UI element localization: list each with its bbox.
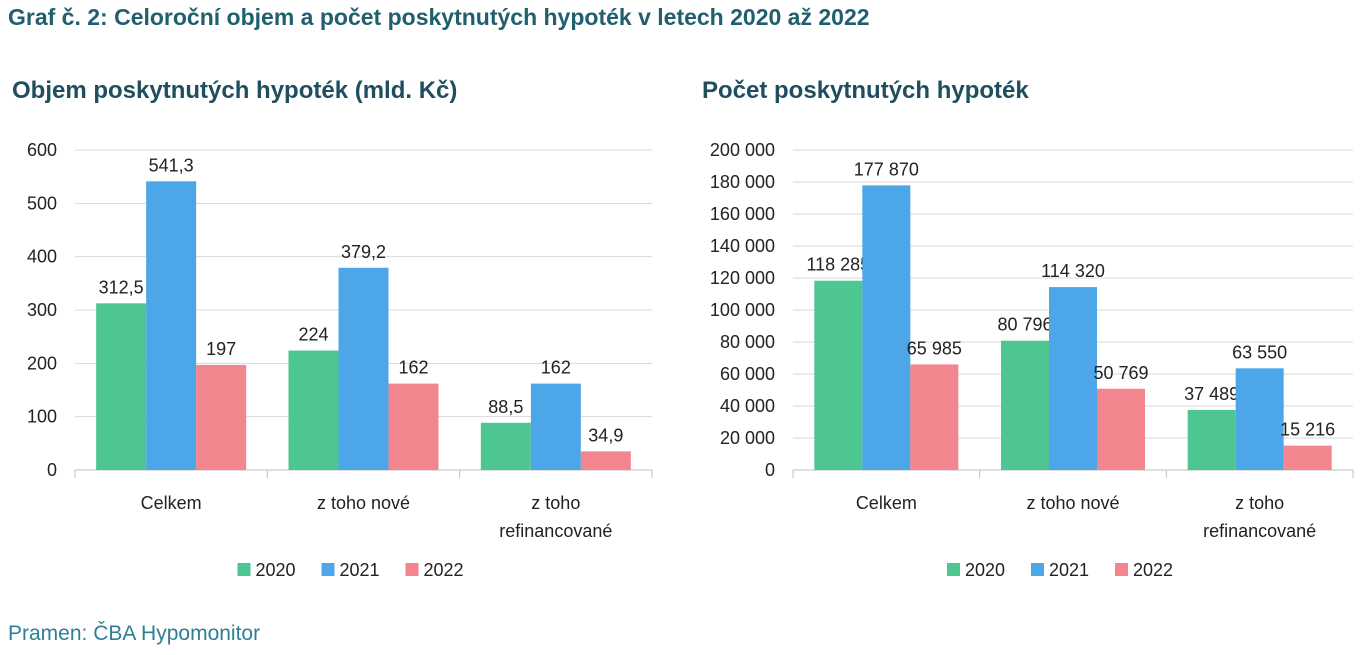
count-chart: Počet poskytnutých hypoték 0 20 000 40 000 6…: [690, 70, 1360, 600]
data-label: 15 216: [1280, 420, 1335, 440]
data-label: 34,9: [588, 425, 623, 445]
x-category-label: z toho: [1235, 493, 1284, 513]
y-tick-label: 0: [47, 460, 57, 480]
legend-swatch-2020: [947, 563, 960, 576]
data-label: 197: [206, 339, 236, 359]
data-label: 379,2: [341, 242, 386, 262]
data-label: 63 550: [1232, 342, 1287, 362]
data-label: 312,5: [99, 277, 144, 297]
y-tick-label: 200: [27, 353, 57, 373]
bar-2020: [480, 422, 531, 470]
x-category-label: z toho nové: [1026, 493, 1119, 513]
y-tick-label: 300: [27, 300, 57, 320]
x-category-label: z toho nové: [317, 493, 410, 513]
data-label: 114 320: [1041, 261, 1105, 281]
data-label: 224: [298, 325, 328, 345]
y-tick-label: 140 000: [710, 236, 775, 256]
y-tick-label: 60 000: [720, 364, 775, 384]
data-label: 118 285: [806, 255, 870, 275]
y-tick-label: 20 000: [720, 428, 775, 448]
legend-label-2022: 2022: [1133, 560, 1173, 580]
legend-label-2022: 2022: [424, 560, 464, 580]
y-tick-label: 100: [27, 407, 57, 427]
bar-2022: [1283, 445, 1332, 470]
legend-swatch-2022: [405, 563, 419, 576]
y-tick-label: 500: [27, 193, 57, 213]
data-label: 177 870: [854, 159, 919, 179]
bar-2021: [530, 383, 581, 470]
page-title: Graf č. 2: Celoroční objem a počet posky…: [8, 4, 870, 30]
bar-2022: [1097, 388, 1145, 470]
legend-label-2021: 2021: [1049, 560, 1089, 580]
data-label: 162: [398, 358, 428, 378]
data-label: 162: [541, 358, 571, 378]
data-label: 80 796: [997, 315, 1052, 335]
bar-2021: [862, 185, 911, 470]
data-label: 541,3: [149, 155, 194, 175]
bar-2021: [1235, 368, 1284, 470]
bar-2021: [1049, 287, 1097, 470]
y-tick-label: 160 000: [710, 204, 775, 224]
legend-label-2021: 2021: [340, 560, 380, 580]
y-tick-label: 0: [765, 460, 775, 480]
bar-2020: [96, 303, 147, 470]
chart-svg: Objem poskytnutých hypoték (mld. Kč) 0 100…: [12, 77, 653, 580]
x-category-label: refinancované: [1203, 521, 1316, 541]
y-tick-label: 600: [27, 140, 57, 160]
legend-label-2020: 2020: [965, 560, 1005, 580]
bar-2022: [388, 383, 439, 470]
bar-2022: [910, 364, 959, 470]
data-label: 65 985: [907, 338, 962, 358]
y-tick-label: 80 000: [720, 332, 775, 352]
y-tick-label: 200 000: [710, 140, 775, 160]
volume-chart: Objem poskytnutých hypoték (mld. Kč) 0 100…: [0, 70, 670, 600]
bar-2020: [814, 280, 863, 470]
bar-2020: [1001, 340, 1049, 470]
bar-2021: [338, 267, 389, 470]
bar-2022: [580, 451, 631, 470]
y-tick-label: 180 000: [710, 172, 775, 192]
legend-swatch-2021: [321, 563, 335, 576]
y-tick-label: 120 000: [710, 268, 775, 288]
x-category-label: z toho: [531, 493, 580, 513]
data-label: 50 769: [1093, 363, 1148, 383]
data-label: 37 489: [1184, 384, 1239, 404]
bar-2021: [146, 181, 197, 470]
x-category-label: Celkem: [856, 493, 917, 513]
chart-title: Počet poskytnutých hypoték: [702, 77, 1029, 104]
chart-title: Objem poskytnutých hypoték (mld. Kč): [12, 77, 457, 104]
x-category-label: refinancované: [499, 521, 612, 541]
legend-swatch-2020: [237, 563, 251, 576]
legend-swatch-2022: [1115, 563, 1128, 576]
y-tick-label: 100 000: [710, 300, 775, 320]
legend-label-2020: 2020: [256, 560, 296, 580]
chart-svg: Počet poskytnutých hypoték 0 20 000 40 000 6…: [702, 77, 1354, 580]
data-label: 88,5: [488, 397, 523, 417]
y-tick-label: 400: [27, 247, 57, 267]
y-tick-label: 40 000: [720, 396, 775, 416]
bar-2020: [1187, 410, 1236, 470]
legend-swatch-2021: [1031, 563, 1044, 576]
x-category-label: Celkem: [141, 493, 202, 513]
bar-2022: [196, 364, 247, 470]
source-note: Pramen: ČBA Hypomonitor: [8, 622, 261, 645]
bar-2020: [288, 350, 339, 470]
